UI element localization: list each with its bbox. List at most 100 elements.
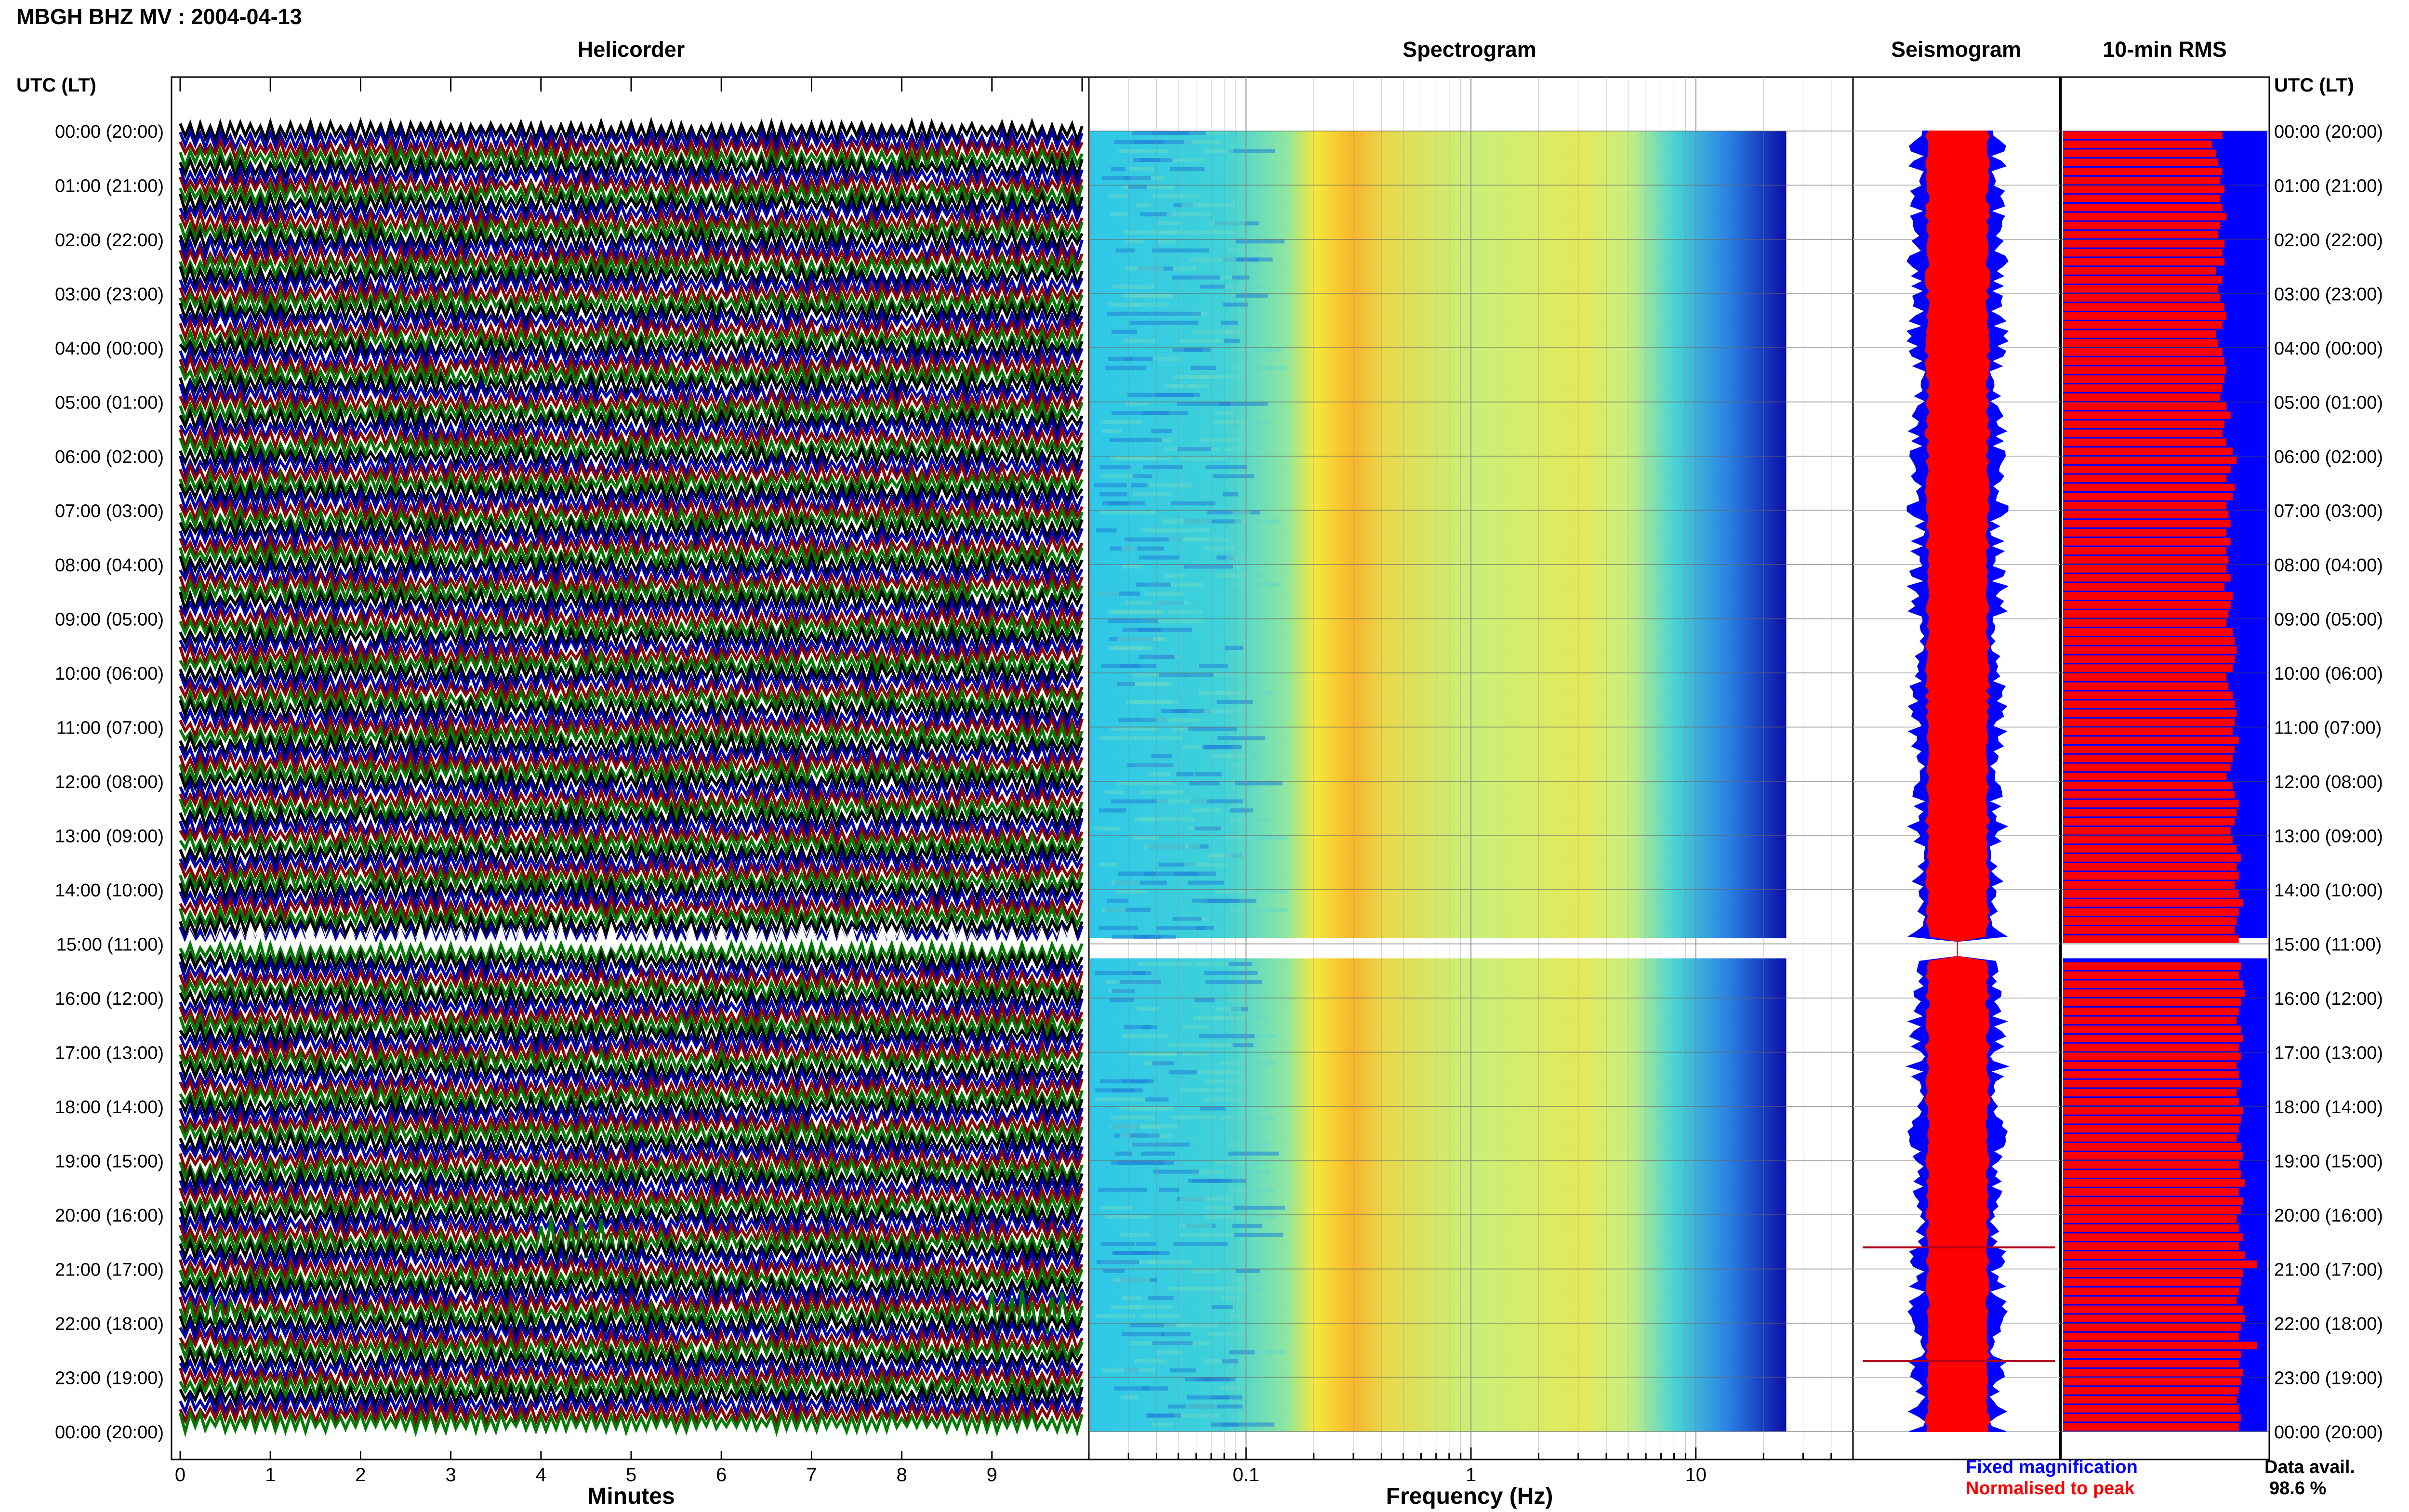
spectrogram-streak xyxy=(1128,185,1147,189)
spectrogram-streak xyxy=(1121,1395,1138,1400)
spectrogram-streak xyxy=(1141,618,1191,623)
spectrogram-streak xyxy=(1142,411,1189,415)
spectrogram-streak xyxy=(1099,492,1127,497)
spectrogram-streak xyxy=(1189,781,1220,786)
spectrogram-streak xyxy=(1105,907,1151,912)
helicorder-trace-row xyxy=(179,532,1084,561)
helicorder-trace-row xyxy=(179,1011,1084,1040)
hour-tick-label-left: 02:00 (22:00) xyxy=(55,230,164,250)
spectrogram-streak xyxy=(1112,934,1148,939)
hour-tick-label-left: 00:00 (20:00) xyxy=(55,122,164,142)
spectrogram-streak xyxy=(1111,1160,1165,1165)
rms-normalised-bar xyxy=(2063,1414,2241,1422)
spectrogram-streak xyxy=(1222,1422,1275,1427)
spectrogram-streak xyxy=(1143,465,1183,470)
spectrogram-streak xyxy=(1194,998,1215,1002)
rms-normalised-bar xyxy=(2063,1016,2237,1025)
hour-labels-left: 00:00 (20:00) 01:00 (21:00) 02:00 (22:00) 0… xyxy=(55,122,164,1443)
helicorder-trace-row xyxy=(179,1155,1084,1184)
helicorder-trace-row xyxy=(179,1318,1084,1347)
spectrogram-streak xyxy=(1191,808,1222,813)
rms-normalised-bar xyxy=(2063,1269,2243,1277)
spectrogram-streak xyxy=(1192,1269,1221,1273)
spectrogram-streak xyxy=(1182,1025,1208,1029)
rms-normalised-bar xyxy=(2063,447,2233,455)
rms-normalised-bar xyxy=(2063,890,2239,898)
spectrogram-streak xyxy=(1230,817,1270,822)
rms-normalised-bar xyxy=(2063,520,2231,527)
hour-tick-label-right: 11:00 (07:00) xyxy=(2274,718,2382,738)
spectrogram-x-tick-label: 0.1 xyxy=(1232,1464,1259,1486)
helicorder-trace-row xyxy=(179,134,1084,164)
spectrogram-streak xyxy=(1168,537,1205,542)
rms-normalised-bar xyxy=(2063,158,2219,166)
spectrogram-streak xyxy=(1112,1088,1135,1092)
hour-tick-label-right: 12:00 (08:00) xyxy=(2274,772,2383,792)
helicorder-x-tick-label: 0 xyxy=(175,1464,185,1486)
helicorder-trace-row xyxy=(179,1345,1084,1374)
spectrogram-streak xyxy=(1189,384,1209,388)
spectrogram-streak xyxy=(1130,1133,1160,1138)
spectrogram-streak xyxy=(1225,835,1272,840)
spectrogram-streak xyxy=(1235,781,1283,786)
spectrogram-streak xyxy=(1095,1097,1150,1102)
rms-normalised-bar xyxy=(2063,1423,2239,1431)
spectrogram-streak xyxy=(1125,239,1145,244)
spectrogram-streak xyxy=(1100,420,1143,424)
spectrogram-streak xyxy=(1191,799,1243,803)
helicorder-trace-row xyxy=(179,866,1084,896)
helicorder-trace-row xyxy=(179,388,1084,417)
spectrogram-streak xyxy=(1209,221,1245,225)
spectrogram-heatmap-lower xyxy=(1090,958,1787,1432)
spectrogram-streak xyxy=(1211,754,1255,759)
spectrogram-streak xyxy=(1133,673,1183,677)
spectrogram-streak xyxy=(1155,528,1210,533)
spectrogram-streak xyxy=(1221,1296,1239,1301)
spectrogram-x-axis: 0.1 1 10 xyxy=(1088,1447,1854,1486)
rms-normalised-bar xyxy=(2063,149,2216,158)
helicorder-trace-row xyxy=(179,1119,1084,1148)
rms-normalised-bar xyxy=(2063,312,2227,320)
helicorder-trace-row xyxy=(179,333,1084,362)
helicorder-trace-row xyxy=(179,947,1084,977)
rms-normalised-bar xyxy=(2063,1052,2241,1061)
spectrogram-streak xyxy=(1213,420,1269,424)
helicorder-x-tick-label: 1 xyxy=(265,1464,276,1486)
helicorder-trace-row xyxy=(179,1101,1084,1130)
spectrogram-streak xyxy=(1133,158,1173,162)
spectrogram-streak xyxy=(1234,1034,1277,1039)
rms-normalised-bar xyxy=(2063,249,2223,257)
spectrogram-streak xyxy=(1177,447,1211,451)
hour-tick-label-right: 05:00 (01:00) xyxy=(2274,393,2383,413)
spectrogram-streak xyxy=(1190,257,1237,262)
spectrogram-streak xyxy=(1207,1332,1257,1337)
spectrogram-streak xyxy=(1199,664,1228,668)
spectrogram-streak xyxy=(1108,356,1133,361)
spectrogram-streak xyxy=(1111,329,1138,334)
spectrogram-streak xyxy=(1108,302,1140,307)
rms-normalised-bar xyxy=(2063,1387,2239,1394)
spectrogram-streak xyxy=(1119,149,1168,153)
spectrogram-streak xyxy=(1142,1386,1168,1391)
helicorder-trace-row xyxy=(179,541,1084,570)
spectrogram-streak xyxy=(1151,754,1172,759)
spectrogram-streak xyxy=(1192,329,1243,334)
spectrogram-streak xyxy=(1224,447,1260,451)
rms-normalised-bar xyxy=(2063,818,2235,826)
hour-tick-label-left: 08:00 (04:00) xyxy=(55,555,164,576)
rms-normalised-bar xyxy=(2063,1251,2245,1259)
helicorder-trace-row xyxy=(179,577,1084,606)
rms-normalised-bar xyxy=(2063,1288,2239,1295)
spectrogram-streak xyxy=(1195,962,1233,966)
hour-tick-label-right: 20:00 (16:00) xyxy=(2274,1206,2383,1226)
spectrogram-streak xyxy=(1191,366,1217,370)
spectrogram-streak xyxy=(1101,176,1131,181)
spectrogram-streak xyxy=(1220,320,1238,325)
spectrogram-streak xyxy=(1144,592,1185,596)
helicorder-trace-row xyxy=(179,450,1084,479)
spectrogram-streak xyxy=(1152,248,1209,253)
rms-normalised-bar xyxy=(2063,827,2231,835)
spectrogram-streak xyxy=(1188,881,1224,885)
helicorder-trace-row xyxy=(179,821,1084,850)
rms-normalised-bar xyxy=(2063,836,2233,844)
